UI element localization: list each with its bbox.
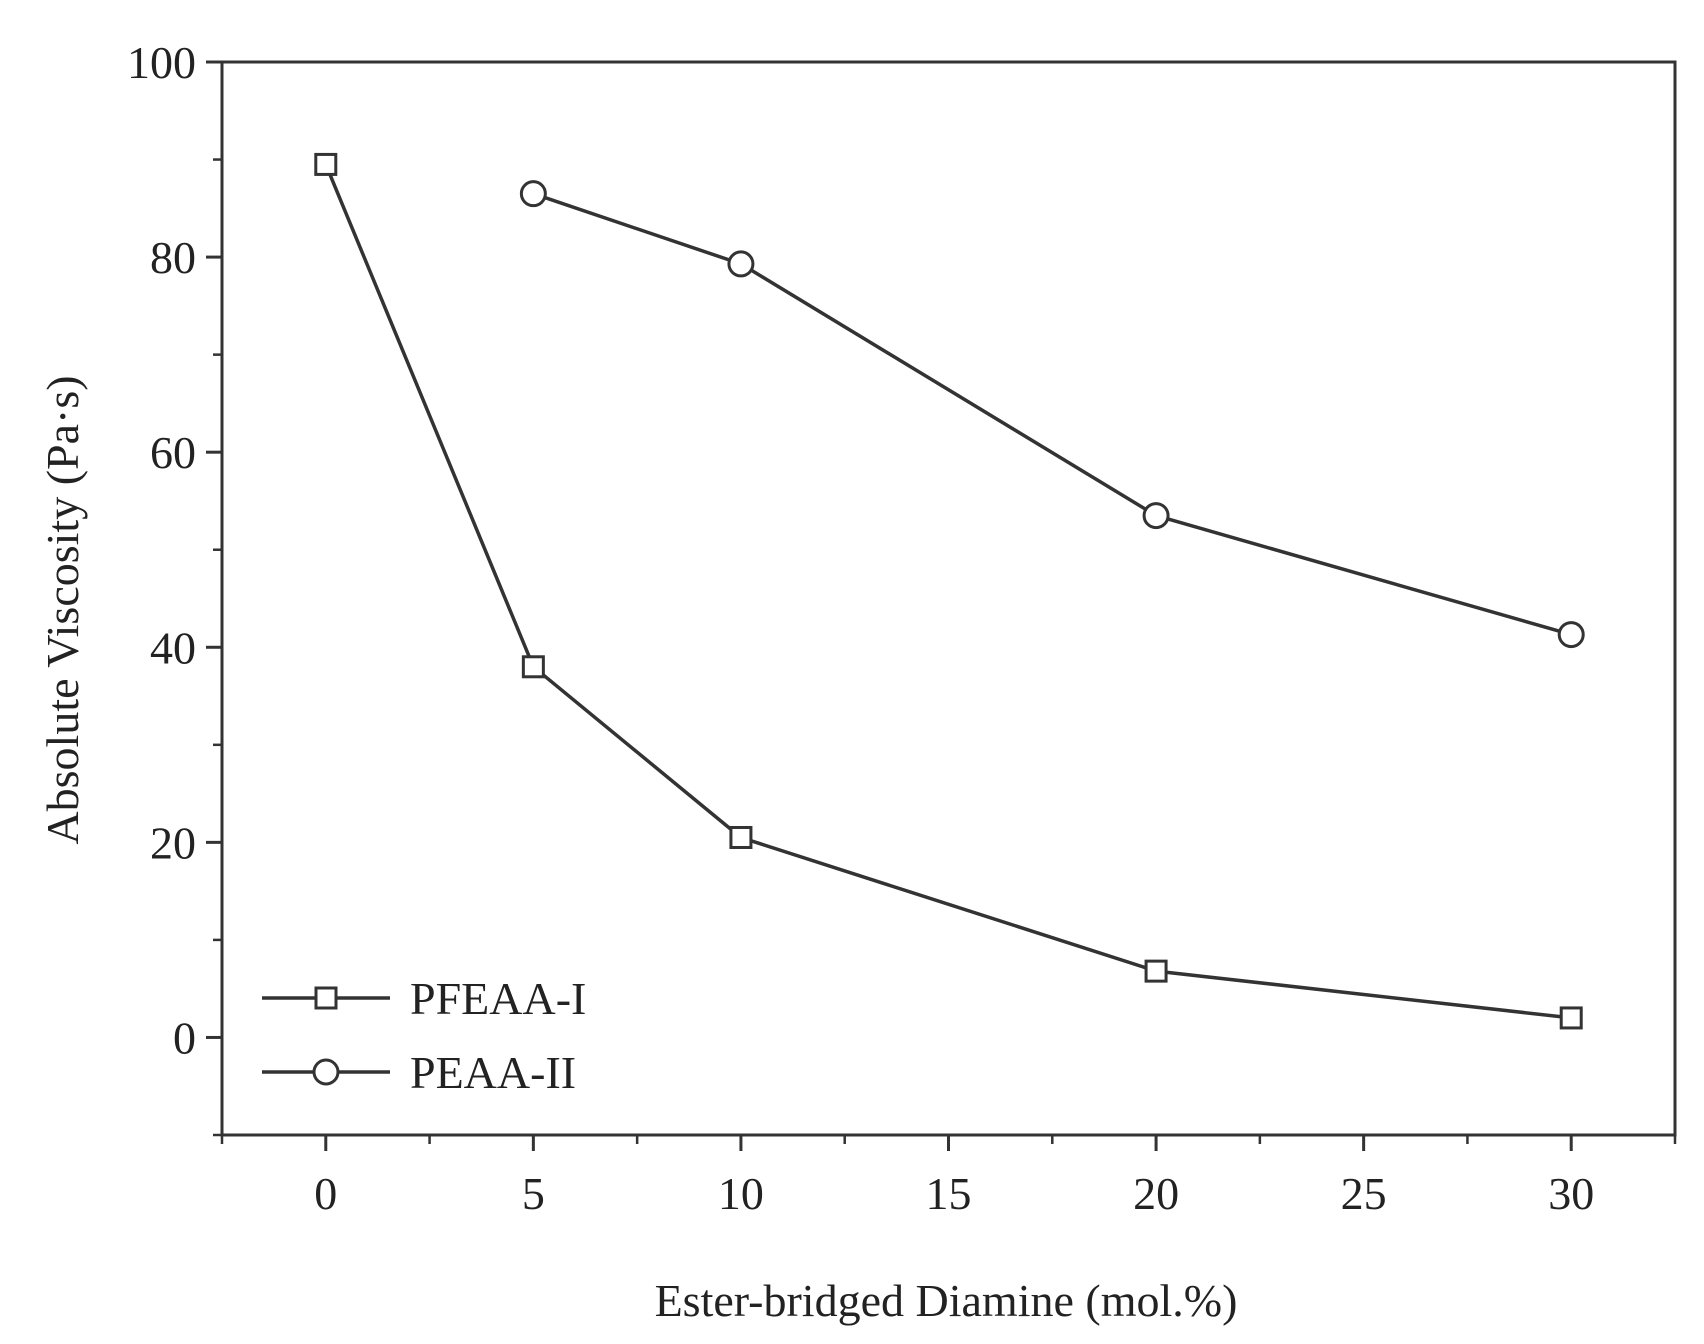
series-peaa-ii xyxy=(519,180,1585,649)
data-point xyxy=(1142,502,1170,530)
x-tick-label: 30 xyxy=(1548,1168,1594,1219)
series-pfeaa-i xyxy=(314,152,1583,1030)
y-tick-label: 40 xyxy=(150,622,196,673)
data-point xyxy=(727,250,755,278)
y-tick-label: 100 xyxy=(127,37,196,88)
legend: PFEAA-I PEAA-II xyxy=(262,973,586,1098)
legend-item: PFEAA-I xyxy=(262,973,586,1024)
data-point xyxy=(729,825,753,849)
y-tick-label: 80 xyxy=(150,232,196,283)
y-axis-title: Absolute Viscosity (Pa·s) xyxy=(37,375,88,844)
y-tick-label: 60 xyxy=(150,427,196,478)
data-point xyxy=(1559,1006,1583,1030)
data-point xyxy=(314,152,338,176)
legend-marker xyxy=(312,1058,340,1086)
legend-label: PFEAA-I xyxy=(410,973,586,1024)
data-point xyxy=(1144,959,1168,983)
data-point xyxy=(521,655,545,679)
legend-item: PEAA-II xyxy=(262,1047,576,1098)
y-tick-label: 20 xyxy=(150,817,196,868)
series-line xyxy=(532,192,1572,637)
x-tick-label: 25 xyxy=(1341,1168,1387,1219)
series-line xyxy=(324,163,1572,1020)
y-tick-label: 0 xyxy=(173,1012,196,1063)
x-tick-label: 5 xyxy=(522,1168,545,1219)
data-point xyxy=(519,180,547,208)
x-tick-label: 0 xyxy=(314,1168,337,1219)
x-tick-label: 15 xyxy=(926,1168,972,1219)
x-tick-label: 10 xyxy=(718,1168,764,1219)
axes: 0 20 40 60 80 100 0 5 10 15 20 25 30 xyxy=(127,37,1677,1219)
series-group xyxy=(314,152,1585,1030)
legend-label: PEAA-II xyxy=(410,1047,576,1098)
x-tick-label: 20 xyxy=(1133,1168,1179,1219)
legend-marker xyxy=(314,986,338,1010)
x-axis-title: Ester-bridged Diamine (mol.%) xyxy=(655,1275,1238,1326)
data-point xyxy=(1557,621,1585,649)
